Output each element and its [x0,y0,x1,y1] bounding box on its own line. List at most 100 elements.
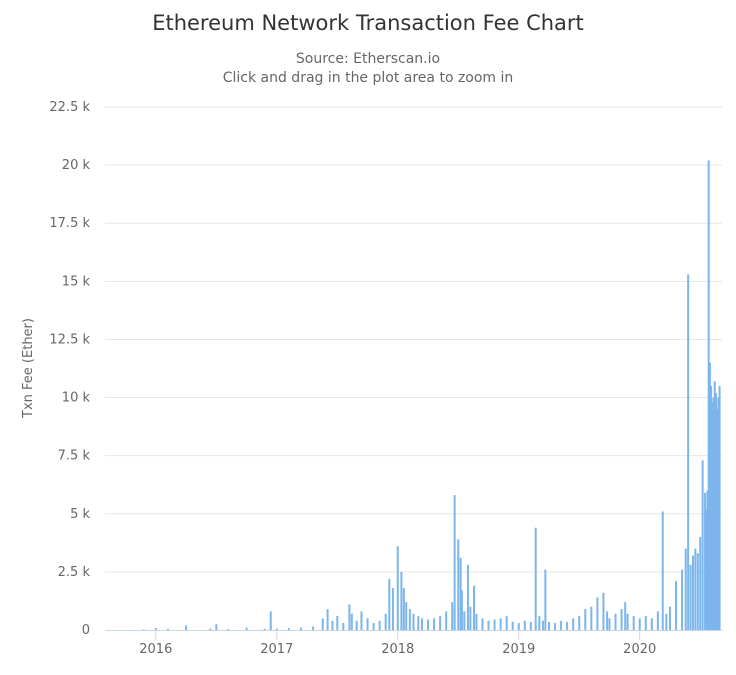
fee-bar[interactable] [412,613,415,630]
fee-bar[interactable] [681,569,684,630]
fee-bar[interactable] [275,628,278,630]
fee-bar[interactable] [299,627,302,630]
fee-bar[interactable] [620,609,623,630]
fee-bar[interactable] [453,495,456,630]
fee-bar[interactable] [544,569,547,630]
fee-bar[interactable] [342,623,345,630]
fee-bar[interactable] [402,588,405,630]
fee-bar[interactable] [378,620,381,630]
fee-bar[interactable] [694,548,697,630]
fee-bar[interactable] [400,571,403,630]
fee-bar[interactable] [396,546,399,630]
fee-bar[interactable] [472,585,475,630]
fee-bar[interactable] [391,588,394,630]
fee-bar[interactable] [388,578,391,630]
fee-bar[interactable] [560,620,563,630]
fee-bar[interactable] [547,621,550,630]
fee-bar[interactable] [185,625,188,630]
fee-bar[interactable] [469,606,472,630]
fee-bar[interactable] [350,613,353,630]
fee-bar[interactable] [718,385,721,630]
fee-bar[interactable] [710,385,713,630]
fee-bar[interactable] [466,564,469,630]
fee-bar[interactable] [650,618,653,630]
fee-bar[interactable] [154,628,157,630]
fee-bar[interactable] [665,613,668,630]
fee-bar[interactable] [608,618,611,630]
fee-bar[interactable] [336,616,339,630]
fee-bar[interactable] [408,609,411,630]
fee-bar[interactable] [445,611,448,630]
fee-bar[interactable] [541,620,544,630]
fee-bar[interactable] [215,624,218,630]
fee-bar[interactable] [348,604,351,630]
fee-bar[interactable] [505,616,508,630]
fee-bar[interactable] [534,527,537,630]
fee-bar[interactable] [523,620,526,630]
fee-bar[interactable] [675,581,678,630]
fee-bar[interactable] [704,492,707,630]
fee-bar[interactable] [529,621,532,630]
fee-bar[interactable] [614,613,617,630]
fee-bar[interactable] [656,611,659,630]
fee-bar[interactable] [209,628,212,630]
fee-bar[interactable] [717,397,720,630]
fee-bar[interactable] [287,628,290,630]
fee-bar[interactable] [481,618,484,630]
fee-bar[interactable] [420,618,423,630]
fee-bar[interactable] [602,592,605,630]
fee-bar[interactable] [624,602,627,630]
fee-bar[interactable] [433,618,436,630]
fee-bar[interactable] [269,611,272,630]
fee-bar[interactable] [493,619,496,630]
fee-bar[interactable] [460,590,463,630]
fee-bar[interactable] [713,381,716,630]
fee-bar[interactable] [487,620,490,630]
fee-bar[interactable] [499,618,502,630]
fee-bar[interactable] [142,629,145,630]
fee-bar[interactable] [701,460,704,630]
fee-bar[interactable] [691,555,694,630]
fee-bar[interactable] [644,616,647,630]
fee-bar[interactable] [661,511,664,630]
fee-bar[interactable] [384,613,387,630]
fee-bar[interactable] [590,606,593,630]
fee-bar[interactable] [166,628,169,630]
fee-bar[interactable] [707,160,710,630]
fee-bar[interactable] [459,557,462,630]
fee-bar[interactable] [708,362,711,630]
fee-bar[interactable] [457,539,460,630]
fee-bar[interactable] [706,490,709,630]
fee-bar[interactable] [712,397,715,630]
fee-bar[interactable] [638,618,641,630]
fee-bar[interactable] [684,548,687,630]
fee-bar[interactable] [699,537,702,630]
fee-bar[interactable] [417,616,420,630]
fee-bar[interactable] [711,402,714,630]
fee-bar[interactable] [405,602,408,630]
fee-bar[interactable] [606,611,609,630]
fee-bar[interactable] [511,621,514,630]
fee-bar[interactable] [596,597,599,630]
fee-bar[interactable] [687,274,690,630]
fee-bar[interactable] [355,620,358,630]
fee-bar[interactable] [360,611,363,630]
fee-bar[interactable] [427,619,430,630]
fee-bar[interactable] [632,616,635,630]
fee-bar[interactable] [366,618,369,630]
fee-bar[interactable] [517,623,520,630]
fee-bar[interactable] [626,613,629,630]
fee-bar[interactable] [716,409,719,630]
fee-bar[interactable] [263,628,266,630]
fee-bar[interactable] [705,509,708,630]
fee-bar[interactable] [538,616,541,630]
fee-bar[interactable] [439,616,442,630]
fee-bar[interactable] [572,618,575,630]
plot-area[interactable] [142,160,721,630]
fee-bar[interactable] [475,613,478,630]
fee-bar[interactable] [331,620,334,630]
fee-bar[interactable] [326,609,329,630]
fee-bar[interactable] [227,629,230,630]
fee-bar[interactable] [696,553,699,630]
fee-bar[interactable] [451,602,454,630]
